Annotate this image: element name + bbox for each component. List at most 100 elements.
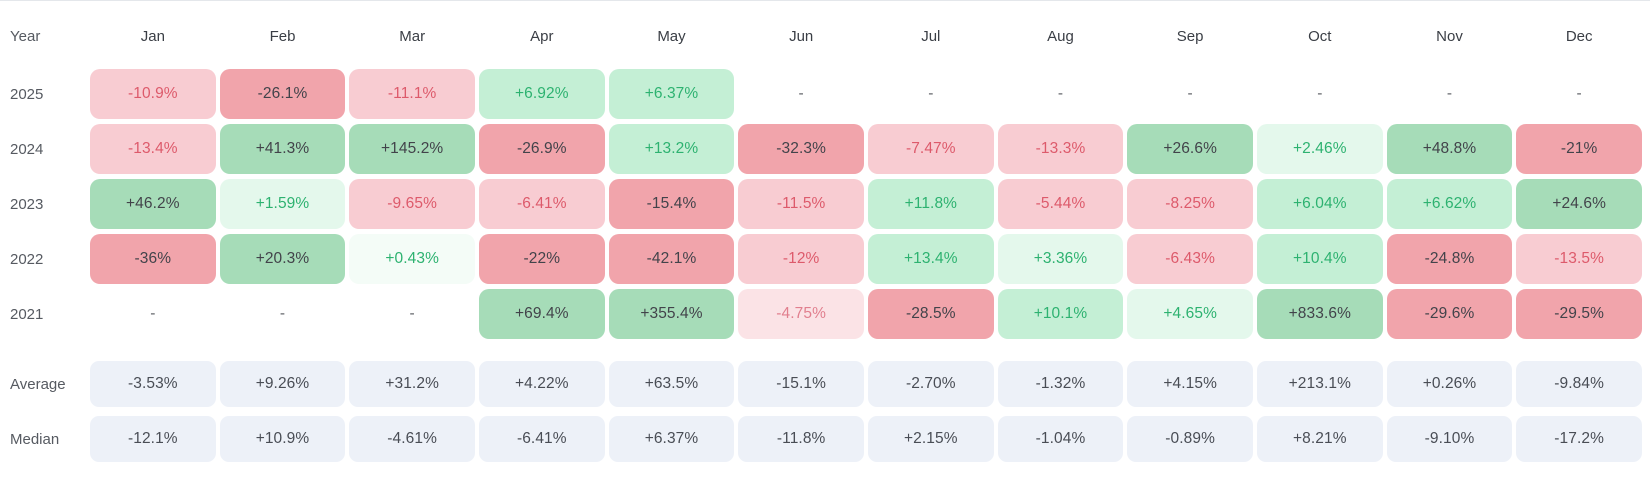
column-header-sep: Sep — [1176, 27, 1204, 45]
cell-2021-mar: - — [409, 305, 415, 322]
cell-2023-jul: +11.8% — [867, 179, 994, 229]
cell-average-oct: +213.1% — [1256, 361, 1383, 407]
cell-2022-apr: -22% — [478, 234, 605, 284]
cell-average-nov: +0.26% — [1386, 361, 1513, 407]
table-row-2025: 2025 -10.9% -26.1% -11.1% +6.92% +6.37% - - - - - -… — [8, 69, 1642, 119]
cell-2025-sep: - — [1187, 85, 1193, 102]
cell-2025-jun: - — [798, 85, 804, 102]
cell-2023-dec: +24.6% — [1516, 179, 1642, 229]
cell-median-jan: -12.1% — [90, 416, 216, 462]
cell-2025-nov: - — [1446, 85, 1453, 102]
cell-2022-feb: +20.3% — [219, 234, 346, 284]
cell-2021-apr: +69.4% — [478, 289, 605, 339]
cell-2022-aug: +3.36% — [997, 234, 1124, 284]
cell-average-aug: -1.32% — [997, 361, 1124, 407]
column-header-dec: Dec — [1565, 27, 1593, 45]
table-row-average: Average -3.53% +9.26% +31.2% +4.22% +63.5% -15… — [8, 361, 1642, 407]
cell-2021-oct: +833.6% — [1256, 289, 1383, 339]
cell-average-jan: -3.53% — [90, 361, 216, 407]
cell-2022-dec: -13.5% — [1516, 234, 1642, 284]
cell-average-dec: -9.84% — [1516, 361, 1642, 407]
column-header-apr: Apr — [530, 27, 554, 45]
header-row: Year Jan Feb Mar Apr May Jun Jul Aug Sep Oct Nov Dec — [8, 11, 1642, 61]
cell-2022-oct: +10.4% — [1256, 234, 1383, 284]
row-label-2021: 2021 — [10, 305, 44, 323]
table-row-2022: 2022 -36% +20.3% +0.43% -22% -42.1% -12% +13.4%… — [8, 234, 1642, 284]
cell-2023-oct: +6.04% — [1256, 179, 1383, 229]
table-row-median: Median -12.1% +10.9% -4.61% -6.41% +6.37% -11.… — [8, 416, 1642, 462]
cell-2022-nov: -24.8% — [1386, 234, 1513, 284]
cell-2024-mar: +145.2% — [349, 124, 475, 174]
cell-average-may: +63.5% — [608, 361, 735, 407]
table-row-2024: 2024 -13.4% +41.3% +145.2% -26.9% +13.2% -32.3… — [8, 124, 1642, 174]
cell-average-jul: -2.70% — [867, 361, 994, 407]
row-label-2022: 2022 — [10, 250, 44, 268]
column-header-aug: Aug — [1047, 27, 1074, 45]
cell-average-feb: +9.26% — [219, 361, 346, 407]
cell-2022-jul: +13.4% — [867, 234, 994, 284]
column-header-jul: Jul — [921, 27, 941, 45]
cell-2021-aug: +10.1% — [997, 289, 1124, 339]
cell-2024-sep: +26.6% — [1127, 124, 1253, 174]
cell-2021-feb: - — [279, 305, 286, 322]
row-label-2025: 2025 — [10, 85, 44, 103]
cell-2022-mar: +0.43% — [349, 234, 475, 284]
cell-2023-nov: +6.62% — [1386, 179, 1513, 229]
cell-2024-jul: -7.47% — [867, 124, 994, 174]
monthly-returns-table: Year Jan Feb Mar Apr May Jun Jul Aug Sep Oct Nov Dec… — [8, 11, 1642, 462]
cell-2025-jan: -10.9% — [90, 69, 216, 119]
cell-2025-mar: -11.1% — [349, 69, 475, 119]
cell-2023-jan: +46.2% — [90, 179, 216, 229]
cell-2023-apr: -6.41% — [478, 179, 605, 229]
cell-average-sep: +4.15% — [1127, 361, 1253, 407]
cell-2024-dec: -21% — [1516, 124, 1642, 174]
cell-median-oct: +8.21% — [1256, 416, 1383, 462]
column-header-mar: Mar — [399, 27, 426, 45]
cell-median-feb: +10.9% — [219, 416, 346, 462]
cell-2023-feb: +1.59% — [219, 179, 346, 229]
cell-2024-jun: -32.3% — [738, 124, 864, 174]
column-header-oct: Oct — [1308, 27, 1332, 45]
cell-median-sep: -0.89% — [1127, 416, 1253, 462]
cell-2021-sep: +4.65% — [1127, 289, 1253, 339]
cell-2022-jan: -36% — [90, 234, 216, 284]
row-label-median: Median — [10, 430, 60, 448]
cell-median-jul: +2.15% — [867, 416, 994, 462]
cell-median-mar: -4.61% — [349, 416, 475, 462]
cell-2021-jul: -28.5% — [867, 289, 994, 339]
column-header-nov: Nov — [1436, 27, 1463, 45]
row-label-2024: 2024 — [10, 140, 44, 158]
cell-average-apr: +4.22% — [478, 361, 605, 407]
cell-median-dec: -17.2% — [1516, 416, 1642, 462]
cell-2021-nov: -29.6% — [1386, 289, 1513, 339]
cell-2023-jun: -11.5% — [738, 179, 864, 229]
column-header-feb: Feb — [269, 27, 296, 45]
cell-2024-feb: +41.3% — [219, 124, 346, 174]
cell-2023-mar: -9.65% — [349, 179, 475, 229]
cell-2021-jan: - — [150, 305, 156, 322]
cell-average-jun: -15.1% — [738, 361, 864, 407]
cell-median-nov: -9.10% — [1386, 416, 1513, 462]
cell-2021-jun: -4.75% — [738, 289, 864, 339]
cell-2024-aug: -13.3% — [997, 124, 1124, 174]
cell-2021-dec: -29.5% — [1516, 289, 1642, 339]
cell-median-aug: -1.04% — [997, 416, 1124, 462]
cell-2022-jun: -12% — [738, 234, 864, 284]
cell-2025-may: +6.37% — [608, 69, 735, 119]
table-row-2021: 2021 - - - +69.4% +355.4% -4.75% -28.5% +10.1% +4… — [8, 289, 1642, 339]
column-header-year: Year — [10, 27, 41, 45]
cell-2025-jul: - — [928, 85, 934, 102]
cell-2024-apr: -26.9% — [478, 124, 605, 174]
cell-2025-apr: +6.92% — [478, 69, 605, 119]
cell-2025-oct: - — [1317, 85, 1323, 102]
cell-2023-sep: -8.25% — [1127, 179, 1253, 229]
cell-2021-may: +355.4% — [608, 289, 735, 339]
cell-2025-aug: - — [1057, 85, 1064, 102]
cell-2023-may: -15.4% — [608, 179, 735, 229]
cell-2022-may: -42.1% — [608, 234, 735, 284]
cell-2024-nov: +48.8% — [1386, 124, 1513, 174]
cell-2024-oct: +2.46% — [1256, 124, 1383, 174]
row-label-average: Average — [10, 375, 66, 393]
column-header-jan: Jan — [140, 27, 165, 45]
